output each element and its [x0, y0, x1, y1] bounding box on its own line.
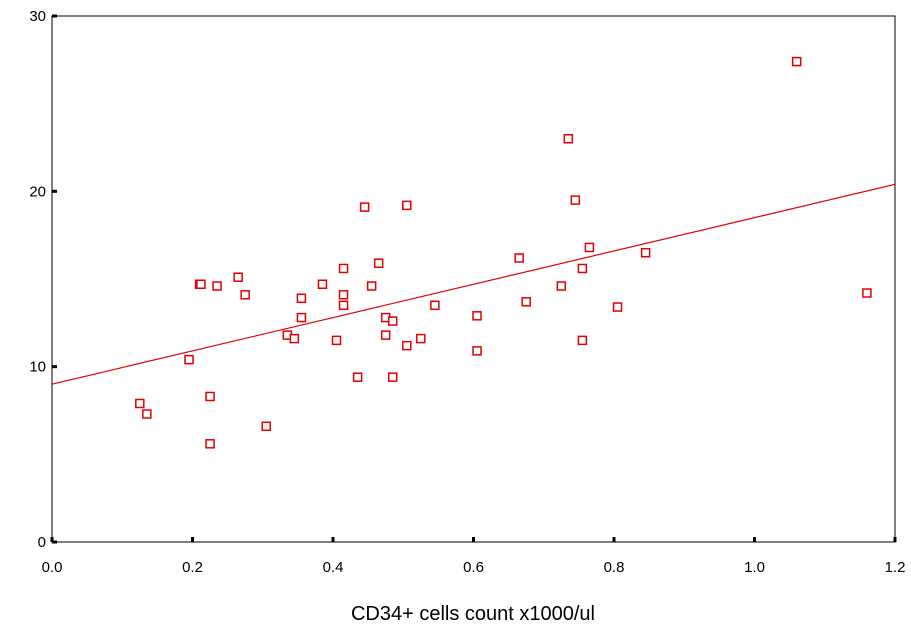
data-point: [296, 293, 307, 304]
data-point: [430, 300, 440, 311]
data-points-layer: [135, 56, 872, 449]
y-tick-label: 30: [29, 8, 46, 25]
data-point: [387, 372, 398, 382]
data-point: [240, 290, 250, 300]
x-tick-label: 0.0: [42, 559, 63, 576]
data-point: [514, 253, 524, 263]
data-point: [563, 133, 574, 144]
data-point: [331, 335, 342, 346]
data-point: [521, 297, 531, 307]
data-point: [402, 340, 412, 351]
data-point: [380, 330, 391, 340]
data-point: [791, 56, 802, 67]
fit-line-layer: [51, 183, 896, 385]
x-tick-label: 1.0: [744, 559, 765, 576]
data-point: [296, 312, 307, 323]
data-point: [612, 302, 623, 312]
regression-line: [51, 183, 896, 385]
data-point: [640, 247, 651, 258]
y-tick-label: 0: [38, 534, 46, 551]
data-point: [387, 316, 398, 326]
data-point: [289, 333, 300, 344]
x-axis-ticks: 0.0 0.2 0.4 0.6 0.8 1.0 1.2: [42, 537, 906, 576]
data-point: [416, 333, 426, 344]
data-point: [142, 409, 152, 419]
plot-area-frame: [51, 15, 896, 543]
x-axis-label: CD34+ cells count x1000/ul: [351, 603, 595, 625]
y-axis-ticks: 0 10 20 30: [29, 8, 57, 551]
data-point: [472, 346, 482, 356]
data-point: [338, 263, 349, 274]
x-tick-label: 0.2: [182, 559, 203, 576]
data-point: [862, 288, 872, 298]
data-point: [577, 263, 588, 274]
data-point: [338, 300, 349, 311]
data-point: [184, 354, 194, 365]
data-point: [402, 200, 412, 211]
data-point: [359, 202, 370, 212]
y-tick-label: 20: [29, 183, 46, 200]
data-point: [577, 335, 588, 346]
y-tick-label: 10: [29, 359, 46, 376]
x-tick-label: 0.6: [463, 559, 484, 576]
data-point: [212, 281, 222, 291]
x-tick-label: 0.4: [323, 559, 344, 576]
data-point: [373, 258, 384, 268]
data-point: [472, 311, 482, 321]
x-tick-label: 1.2: [885, 559, 906, 576]
data-point: [196, 279, 206, 290]
data-point: [556, 281, 567, 291]
data-point: [205, 391, 215, 402]
data-point: [366, 281, 377, 291]
data-point: [205, 439, 215, 449]
data-point: [317, 279, 328, 290]
data-point: [338, 290, 349, 300]
x-tick-label: 0.8: [604, 559, 625, 576]
data-point: [584, 242, 595, 253]
data-point: [570, 195, 581, 205]
data-point: [135, 398, 145, 409]
data-point: [352, 372, 363, 382]
data-point: [261, 421, 272, 432]
data-point: [233, 272, 243, 282]
